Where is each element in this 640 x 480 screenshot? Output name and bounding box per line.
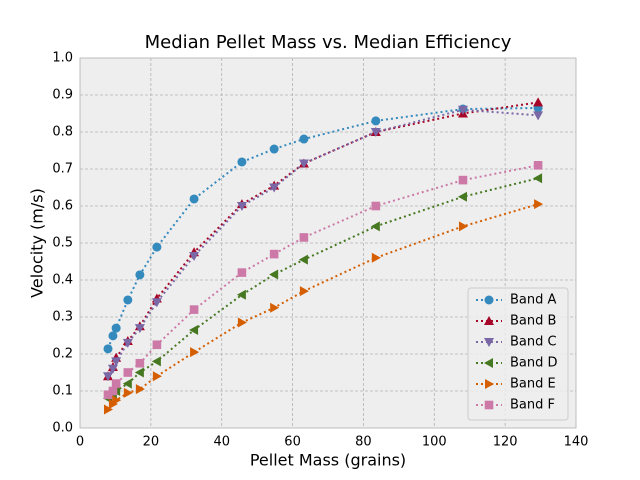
marker — [135, 358, 145, 368]
y-tick-label: 0.5 — [52, 236, 73, 251]
marker — [298, 159, 309, 169]
marker — [111, 323, 121, 333]
x-tick-label: 40 — [213, 435, 230, 450]
legend-marker — [484, 400, 494, 410]
marker — [269, 249, 279, 259]
x-tick-label: 140 — [564, 435, 589, 450]
marker — [134, 367, 144, 378]
marker — [236, 202, 247, 211]
marker — [189, 305, 199, 314]
marker — [458, 221, 468, 232]
marker — [102, 372, 113, 382]
x-tick-label: 20 — [143, 435, 160, 450]
legend-marker — [485, 379, 494, 389]
marker — [151, 298, 162, 308]
legend-marker — [484, 316, 494, 325]
marker — [107, 364, 118, 374]
marker — [123, 387, 133, 398]
y-tick-label: 0.9 — [52, 88, 73, 103]
marker — [457, 191, 467, 202]
marker — [135, 384, 145, 395]
marker — [189, 251, 200, 261]
legend-label: Band A — [510, 293, 557, 308]
y-tick-label: 0.8 — [52, 125, 73, 140]
y-tick-label: 0.6 — [52, 199, 73, 214]
marker — [237, 317, 247, 328]
marker — [135, 270, 145, 280]
x-tick-label: 80 — [355, 435, 372, 450]
marker — [103, 390, 113, 399]
marker — [123, 368, 133, 377]
marker — [270, 302, 280, 313]
marker — [111, 379, 121, 388]
legend-label: Band E — [510, 377, 556, 392]
marker — [269, 144, 279, 154]
marker — [298, 254, 308, 265]
marker — [189, 324, 199, 335]
marker — [533, 173, 543, 184]
legend-label: Band C — [510, 335, 557, 350]
x-tick-label: 120 — [493, 435, 518, 450]
marker — [534, 199, 544, 210]
marker — [371, 201, 381, 211]
marker — [103, 344, 113, 354]
marker — [108, 386, 118, 396]
marker — [236, 289, 246, 300]
marker — [134, 324, 145, 334]
marker — [152, 242, 162, 252]
marker — [269, 183, 280, 193]
marker — [533, 161, 543, 170]
legend-marker — [484, 358, 493, 368]
marker — [123, 295, 133, 305]
marker — [189, 194, 199, 204]
x-tick-label: 0 — [76, 435, 84, 450]
legend-label: Band B — [510, 314, 556, 329]
marker — [299, 134, 309, 144]
marker — [112, 395, 122, 406]
y-tick-label: 1.0 — [52, 51, 73, 66]
marker — [108, 331, 118, 341]
marker — [237, 157, 247, 167]
marker — [370, 221, 380, 232]
y-tick-label: 0.4 — [52, 273, 73, 288]
marker — [152, 371, 162, 382]
marker — [152, 340, 162, 350]
x-tick-label: 60 — [284, 435, 301, 450]
marker — [190, 347, 200, 358]
legend-label: Band D — [510, 356, 558, 371]
legend-label: Band F — [510, 398, 555, 413]
marker — [269, 269, 279, 280]
marker — [457, 105, 468, 115]
x-tick-label: 100 — [422, 435, 447, 450]
marker — [122, 378, 132, 389]
y-tick-label: 0.1 — [52, 384, 73, 399]
marker — [237, 268, 247, 277]
legend-marker — [484, 295, 494, 305]
marker — [299, 233, 309, 242]
y-axis-label: Velocity (m/s) — [28, 188, 47, 298]
marker — [533, 97, 544, 107]
marker — [458, 175, 468, 185]
y-tick-label: 0.2 — [52, 347, 73, 362]
legend-marker — [484, 338, 494, 347]
marker — [122, 338, 133, 348]
y-tick-label: 0.0 — [52, 421, 73, 436]
y-tick-label: 0.3 — [52, 310, 73, 325]
marker — [371, 252, 381, 263]
x-axis-label: Pellet Mass (grains) — [250, 451, 406, 470]
chart-title: Median Pellet Mass vs. Median Efficiency — [145, 32, 512, 53]
axes-frame — [79, 57, 577, 429]
marker — [371, 116, 381, 126]
marker — [103, 404, 113, 415]
marker — [533, 111, 544, 121]
marker — [151, 356, 161, 367]
marker — [299, 286, 309, 297]
marker — [111, 357, 122, 367]
y-tick-label: 0.7 — [52, 162, 73, 177]
marker — [370, 128, 381, 137]
